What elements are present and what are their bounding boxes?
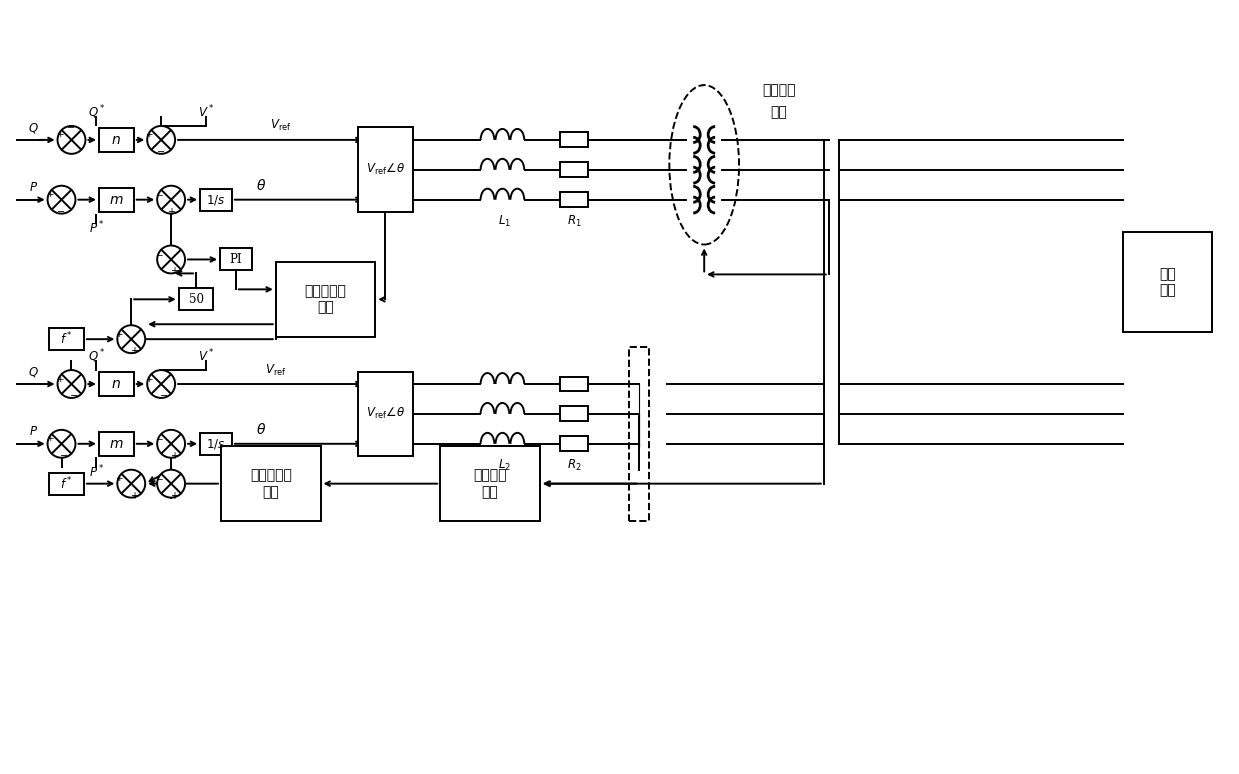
Circle shape xyxy=(57,126,85,154)
Text: +: + xyxy=(56,375,63,384)
Circle shape xyxy=(147,126,175,154)
Bar xyxy=(50,328,84,350)
Text: +: + xyxy=(167,207,175,217)
Text: −: − xyxy=(160,391,169,401)
Circle shape xyxy=(118,325,145,353)
Text: $P$: $P$ xyxy=(28,181,38,194)
Circle shape xyxy=(57,370,85,398)
Text: $V_{\rm ref}$: $V_{\rm ref}$ xyxy=(265,362,286,378)
Bar xyxy=(99,128,134,152)
Text: +: + xyxy=(130,346,139,356)
Bar xyxy=(1123,232,1213,332)
Bar xyxy=(99,372,134,396)
Text: 谐波注入: 谐波注入 xyxy=(762,83,795,97)
Text: +: + xyxy=(115,330,123,339)
Text: $\theta$: $\theta$ xyxy=(255,178,266,194)
Text: $n$: $n$ xyxy=(112,377,121,391)
Text: $Q^*$: $Q^*$ xyxy=(88,348,105,365)
Circle shape xyxy=(157,186,185,214)
Text: −: − xyxy=(155,190,162,199)
Text: $f^*$: $f^*$ xyxy=(61,475,73,492)
Text: −: − xyxy=(71,391,78,401)
Text: +: + xyxy=(145,375,152,384)
Bar xyxy=(50,473,84,495)
Text: $V_{\rm ref}\angle\theta$: $V_{\rm ref}\angle\theta$ xyxy=(366,163,405,177)
Text: −: − xyxy=(155,474,162,483)
Text: $L_2$: $L_2$ xyxy=(498,458,512,473)
Bar xyxy=(221,248,252,270)
Bar xyxy=(560,192,587,207)
Text: 公共
负载: 公共 负载 xyxy=(1160,267,1176,297)
Bar xyxy=(99,188,134,211)
Text: −: − xyxy=(57,207,66,217)
Text: $Q$: $Q$ xyxy=(28,121,38,135)
Text: +: + xyxy=(46,190,53,199)
Bar xyxy=(99,432,134,456)
Text: 模块: 模块 xyxy=(771,105,787,119)
Text: 补偿量计算
模块: 补偿量计算 模块 xyxy=(250,468,291,498)
Text: 50: 50 xyxy=(188,293,203,306)
Text: $V^*$: $V^*$ xyxy=(198,348,214,365)
Text: −: − xyxy=(67,123,76,133)
Text: $R_2$: $R_2$ xyxy=(567,458,582,473)
Text: $Q^*$: $Q^*$ xyxy=(88,103,105,121)
Bar xyxy=(560,163,587,177)
Text: $V^*$: $V^*$ xyxy=(198,104,214,120)
Text: 补偿量计算
模块: 补偿量计算 模块 xyxy=(305,284,347,314)
Bar xyxy=(221,447,321,521)
Bar xyxy=(358,372,413,456)
Text: $m$: $m$ xyxy=(109,193,124,207)
Text: $P^*$: $P^*$ xyxy=(89,464,104,480)
Text: $P$: $P$ xyxy=(28,426,38,438)
Bar xyxy=(440,447,540,521)
Text: +: + xyxy=(46,434,53,444)
Text: $P^*$: $P^*$ xyxy=(89,219,104,236)
Text: PI: PI xyxy=(229,253,242,266)
Text: −: − xyxy=(155,250,162,259)
Circle shape xyxy=(118,470,145,498)
Circle shape xyxy=(147,370,175,398)
Text: 谐波提取
模块: 谐波提取 模块 xyxy=(473,468,507,498)
Text: $1/s$: $1/s$ xyxy=(207,193,225,207)
Bar xyxy=(358,128,413,212)
Text: +: + xyxy=(115,474,123,483)
Text: $m$: $m$ xyxy=(109,437,124,450)
Bar xyxy=(560,437,587,451)
Text: −: − xyxy=(157,147,165,157)
Text: +: + xyxy=(145,130,152,139)
Circle shape xyxy=(47,430,76,457)
Text: $1/s$: $1/s$ xyxy=(207,437,225,450)
Text: $L_1$: $L_1$ xyxy=(498,214,512,229)
Circle shape xyxy=(157,430,185,457)
Text: +: + xyxy=(170,491,178,501)
Circle shape xyxy=(157,470,185,498)
Bar xyxy=(276,262,375,337)
Text: −: − xyxy=(155,434,162,444)
Text: −: − xyxy=(61,450,68,461)
Text: $R_1$: $R_1$ xyxy=(567,214,582,229)
Bar xyxy=(199,433,232,455)
Bar xyxy=(178,289,213,310)
Circle shape xyxy=(47,186,76,214)
Bar xyxy=(560,132,587,147)
Text: $\theta$: $\theta$ xyxy=(255,423,266,437)
Text: +: + xyxy=(130,491,139,501)
Text: $f^*$: $f^*$ xyxy=(61,330,73,348)
Text: +: + xyxy=(170,450,178,461)
Bar xyxy=(629,347,649,521)
Bar xyxy=(199,189,232,211)
Text: $V_{\rm ref}$: $V_{\rm ref}$ xyxy=(270,118,291,133)
Text: $n$: $n$ xyxy=(112,133,121,147)
Circle shape xyxy=(157,245,185,273)
Bar xyxy=(560,406,587,421)
Text: $Q$: $Q$ xyxy=(28,365,38,379)
Text: +: + xyxy=(170,266,178,276)
Text: $V_{\rm ref}\angle\theta$: $V_{\rm ref}\angle\theta$ xyxy=(366,406,405,422)
Text: +: + xyxy=(56,130,63,139)
Bar xyxy=(560,376,587,392)
